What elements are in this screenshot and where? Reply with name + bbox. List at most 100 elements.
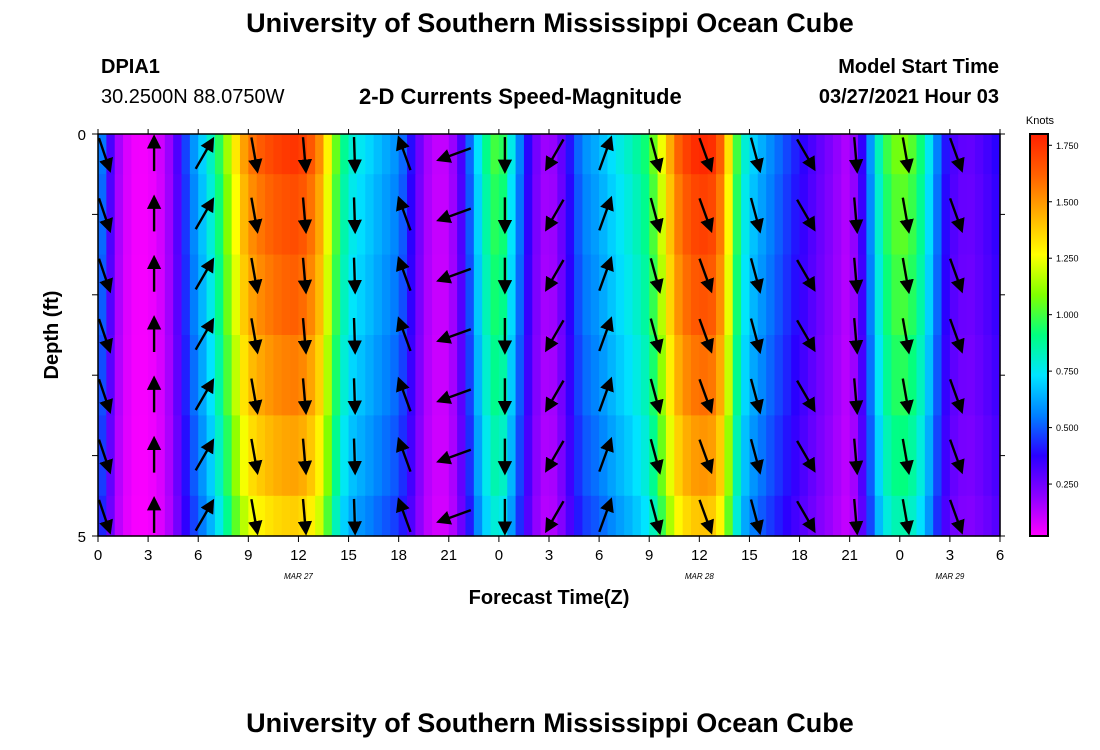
- heatmap-cell: [782, 415, 792, 497]
- heatmap-cell: [473, 415, 483, 497]
- heatmap-cell: [265, 254, 274, 336]
- heatmap-cell: [373, 415, 383, 497]
- heatmap-cell: [306, 174, 316, 256]
- heatmap-cell: [448, 254, 458, 336]
- heatmap-cell: [214, 495, 224, 537]
- current-vector-arrow: [248, 257, 263, 295]
- heatmap-cell: [565, 495, 575, 537]
- current-vector-arrow: [948, 258, 965, 294]
- heatmap-cell: [273, 495, 283, 537]
- x-tick-label: 0: [495, 547, 503, 564]
- heatmap-cell: [640, 174, 650, 256]
- heatmap-cell: [966, 335, 976, 416]
- current-vector-arrow: [396, 436, 412, 473]
- heatmap-cell: [682, 335, 692, 416]
- current-vector-arrow: [698, 258, 714, 294]
- heatmap-cell: [114, 415, 124, 497]
- heatmap-cell: [599, 495, 609, 537]
- heatmap-cell: [824, 254, 834, 336]
- heatmap-cell: [774, 415, 784, 497]
- current-vector-arrow: [698, 378, 714, 415]
- heatmap-cell: [106, 254, 116, 336]
- heatmap-cell: [223, 495, 233, 537]
- heatmap-cell: [498, 174, 508, 256]
- heatmap-cell: [983, 335, 993, 416]
- heatmap-cell: [407, 254, 416, 336]
- heatmap-cell: [340, 174, 350, 256]
- heatmap-cell: [766, 495, 776, 537]
- x-tick-label: 18: [791, 547, 808, 564]
- heatmap-cell: [574, 495, 584, 537]
- heatmap-cell: [231, 174, 241, 256]
- heatmap-cell: [966, 174, 976, 256]
- heatmap-cell: [432, 134, 442, 175]
- heatmap-cell: [331, 335, 341, 416]
- heatmap-cell: [624, 335, 634, 416]
- heatmap-cell: [139, 335, 149, 416]
- current-vector-arrow: [649, 197, 664, 234]
- heatmap-cell: [807, 335, 817, 416]
- current-vector-arrow: [97, 439, 113, 475]
- heatmap-cell: [298, 495, 308, 537]
- x-tick-label: 21: [440, 547, 457, 564]
- heatmap-cell: [490, 134, 500, 175]
- heatmap-cell: [164, 335, 174, 416]
- heatmap-cell: [899, 174, 909, 256]
- colorbar-tick-label: 0.500: [1056, 423, 1079, 433]
- heatmap-cell: [707, 495, 717, 537]
- heatmap-cell: [640, 134, 650, 175]
- current-vector-arrow: [598, 255, 614, 292]
- heatmap-cell: [657, 335, 667, 416]
- x-axis-label: Forecast Time(Z): [469, 587, 630, 609]
- heatmap-cell: [891, 254, 901, 336]
- heatmap-cell: [223, 174, 233, 256]
- heatmap-cell: [373, 335, 383, 416]
- current-vector-arrow: [848, 438, 864, 476]
- current-vector-arrow: [698, 197, 714, 234]
- heatmap-cell: [916, 415, 926, 497]
- heatmap-cell: [465, 174, 475, 256]
- heatmap-cell: [248, 335, 258, 416]
- current-vector-arrow: [749, 197, 764, 234]
- heatmap-cell: [532, 134, 542, 175]
- heatmap-cell: [407, 174, 416, 256]
- heatmap-cell: [214, 174, 224, 256]
- heatmap-cell: [615, 335, 625, 416]
- heatmap-cell: [749, 134, 759, 175]
- heatmap-cell: [832, 335, 842, 416]
- heatmap-cell: [724, 335, 734, 416]
- current-vector-arrow: [297, 317, 313, 355]
- heatmap-cell: [949, 335, 959, 416]
- colorbar-tick-label: 0.750: [1056, 367, 1079, 377]
- current-vector-arrow: [899, 197, 914, 234]
- heatmap-cell: [189, 335, 199, 416]
- heatmap-cell: [281, 495, 291, 537]
- heatmap-cell: [774, 254, 784, 336]
- heatmap-cell: [924, 415, 934, 497]
- heatmap-cell: [306, 335, 316, 416]
- heatmap-cell: [181, 415, 191, 497]
- current-vector-arrow: [848, 317, 864, 355]
- heatmap-cell: [148, 495, 158, 537]
- current-vector-arrow: [598, 195, 614, 231]
- heatmap-cell: [874, 174, 884, 256]
- heatmap-cell: [532, 174, 542, 256]
- heatmap-cell: [766, 174, 776, 256]
- heatmap-cell: [498, 335, 508, 416]
- heatmap-cell: [599, 335, 609, 416]
- heatmap-cell: [690, 415, 700, 497]
- heatmap-cell: [883, 415, 893, 497]
- heatmap-cell: [482, 335, 492, 416]
- heatmap-cell: [532, 495, 542, 537]
- heatmap-cell: [198, 335, 208, 416]
- heatmap-cell: [181, 495, 191, 537]
- heatmap-cell: [390, 174, 400, 256]
- heatmap-cell: [523, 174, 533, 256]
- heatmap-cell: [323, 254, 333, 336]
- heatmap-cell: [173, 335, 183, 416]
- heatmap-cell: [298, 254, 308, 336]
- heatmap-cell: [757, 134, 767, 175]
- heatmap-cell: [624, 254, 634, 336]
- heatmap-cell: [941, 415, 951, 497]
- heatmap-cell: [832, 134, 842, 175]
